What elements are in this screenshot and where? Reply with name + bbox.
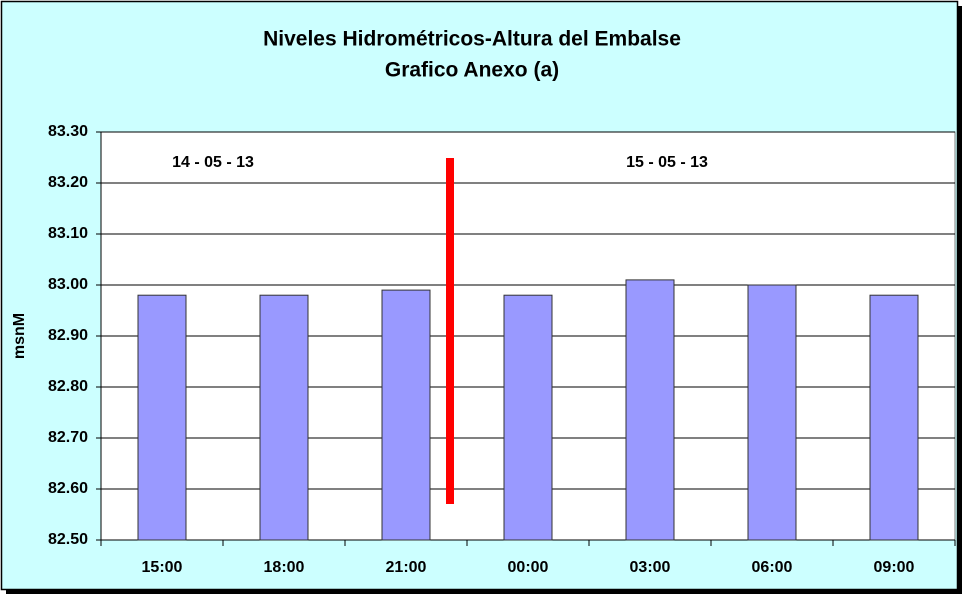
bar — [381, 289, 431, 541]
y-tick-label: 82.80 — [48, 378, 88, 395]
bar — [503, 294, 553, 541]
x-tick-label: 18:00 — [264, 559, 305, 576]
y-tick-label: 83.30 — [48, 123, 88, 140]
annotation: 15 - 05 - 13 — [626, 154, 708, 171]
bar — [625, 279, 675, 541]
y-tick-label: 82.60 — [48, 480, 88, 497]
bar — [259, 294, 309, 541]
bar — [869, 294, 919, 541]
chart-subtitle: Grafico Anexo (a) — [385, 59, 559, 82]
bar — [137, 294, 187, 541]
y-tick-label: 82.70 — [48, 429, 88, 446]
y-tick-label: 82.90 — [48, 327, 88, 344]
x-tick-label: 06:00 — [752, 559, 793, 576]
y-tick-label: 83.10 — [48, 225, 88, 242]
x-tick-label: 15:00 — [142, 559, 183, 576]
annotation: 14 - 05 - 13 — [172, 154, 254, 171]
x-tick-label: 00:00 — [508, 559, 549, 576]
x-tick-label: 03:00 — [630, 559, 671, 576]
x-tick-label: 21:00 — [386, 559, 427, 576]
bar — [747, 284, 797, 541]
y-axis-label: msnM — [11, 313, 28, 359]
y-tick-label: 83.00 — [48, 276, 88, 293]
chart-title: Niveles Hidrométricos-Altura del Embalse — [263, 28, 681, 51]
y-tick-label: 82.50 — [48, 531, 88, 548]
y-tick-label: 83.20 — [48, 174, 88, 191]
x-tick-label: 09:00 — [874, 559, 915, 576]
